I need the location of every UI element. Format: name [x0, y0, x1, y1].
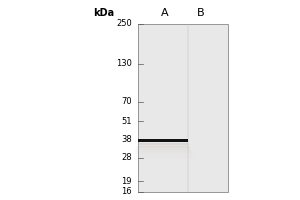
Text: 70: 70: [122, 97, 132, 106]
Text: kDa: kDa: [93, 8, 114, 18]
Text: 130: 130: [116, 59, 132, 68]
Text: 38: 38: [121, 135, 132, 144]
FancyBboxPatch shape: [139, 139, 188, 142]
Text: 28: 28: [122, 153, 132, 162]
Text: B: B: [197, 8, 205, 18]
Text: 16: 16: [122, 188, 132, 196]
Text: 51: 51: [122, 117, 132, 126]
FancyBboxPatch shape: [138, 24, 228, 192]
Text: 250: 250: [116, 20, 132, 28]
Text: A: A: [161, 8, 169, 18]
Text: 19: 19: [122, 177, 132, 186]
